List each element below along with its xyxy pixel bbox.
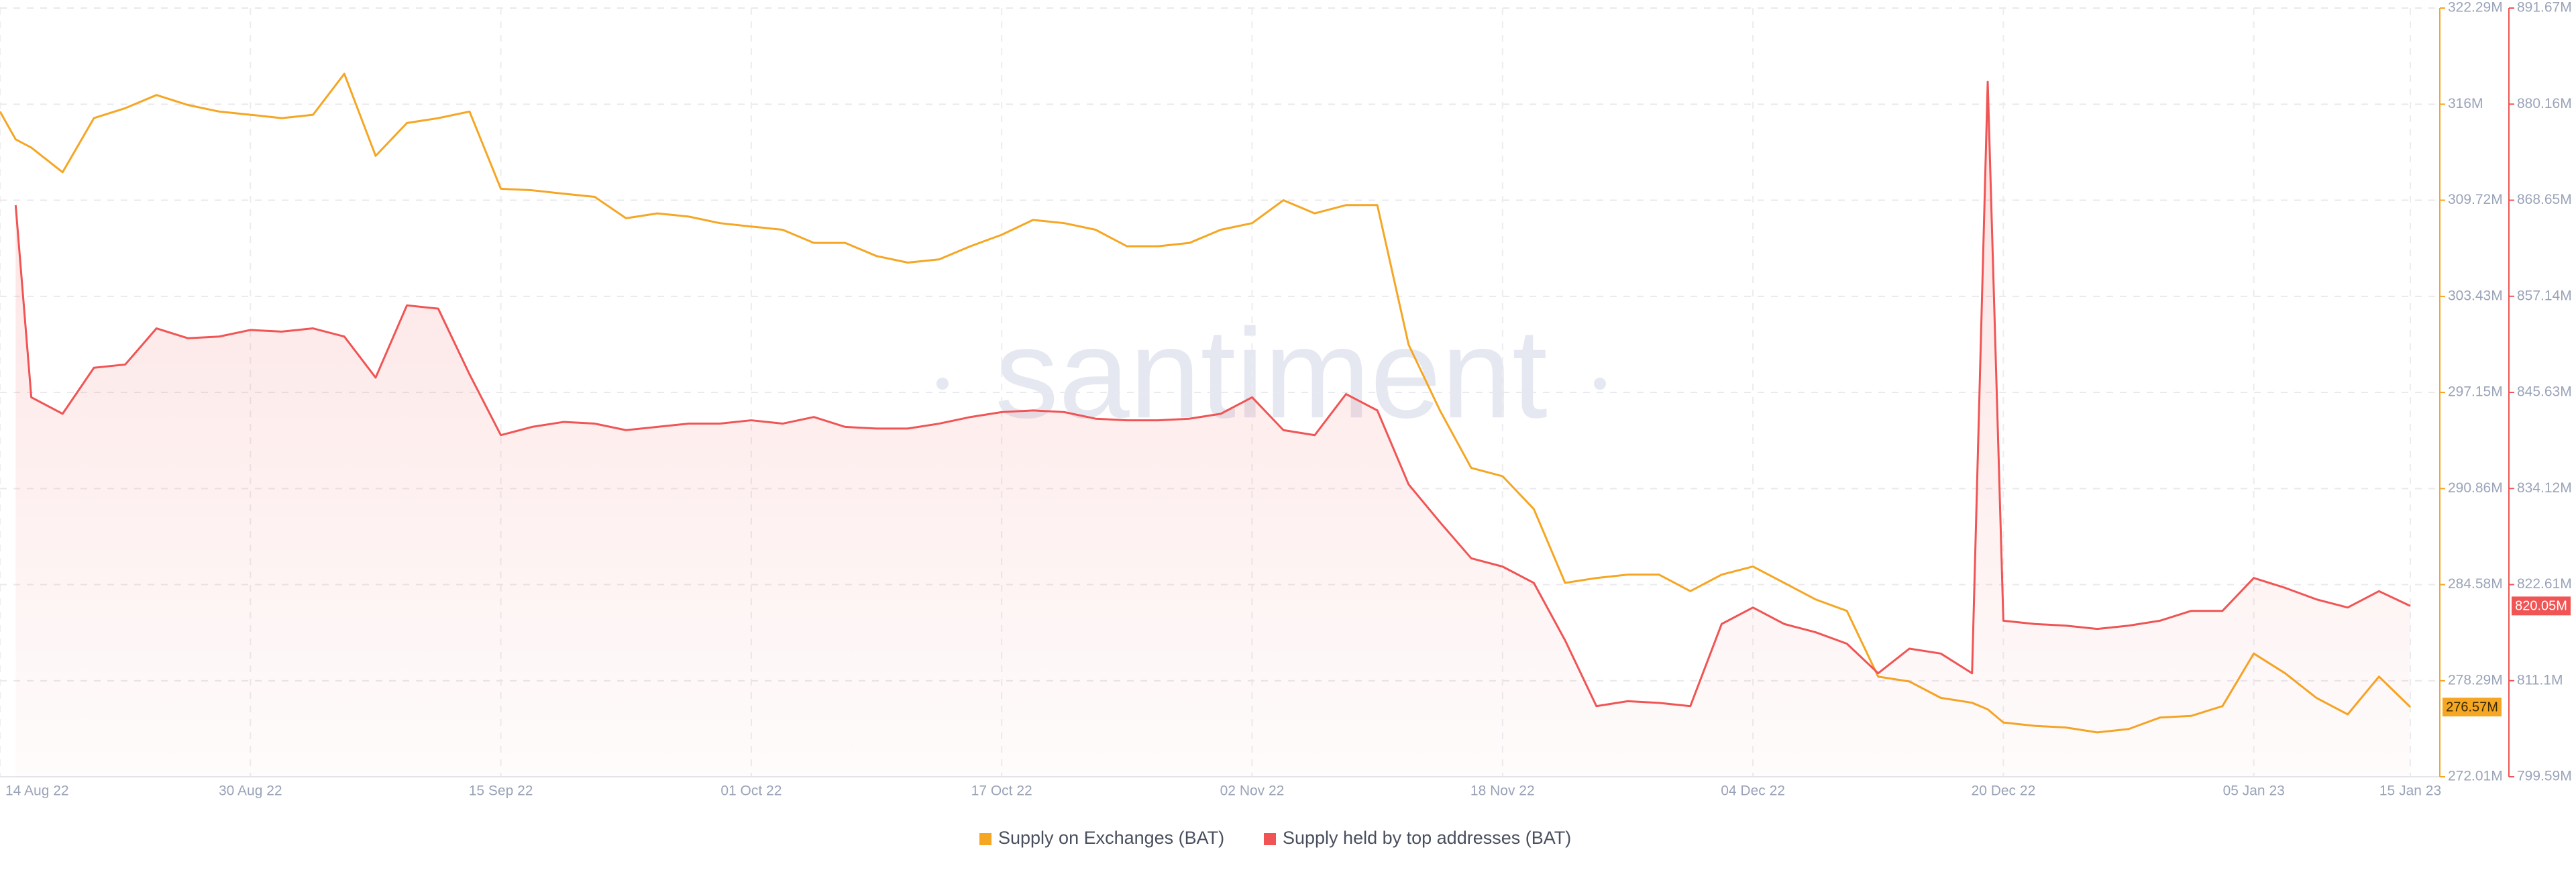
y2-tick-label: 891.67M <box>2517 0 2572 15</box>
x-tick-label: 15 Jan 23 <box>2379 783 2441 799</box>
y-tick-label: 309.72M <box>2448 192 2503 207</box>
y2-tick-label: 822.61M <box>2517 576 2572 592</box>
y-tick-label: 278.29M <box>2448 672 2503 688</box>
y2-tick-label: 799.59M <box>2517 769 2572 784</box>
x-tick-label: 20 Dec 22 <box>1972 783 2036 799</box>
x-tick-label: 15 Sep 22 <box>469 783 533 799</box>
y2-tick-label: 845.63M <box>2517 384 2572 400</box>
legend-label: Supply on Exchanges (BAT) <box>998 828 1224 848</box>
y-tick-label: 284.58M <box>2448 576 2503 592</box>
watermark-dot <box>1594 378 1606 390</box>
y2-tick-label: 880.16M <box>2517 96 2572 111</box>
x-tick-label: 04 Dec 22 <box>1721 783 1785 799</box>
value-label: 276.57M <box>2446 700 2498 714</box>
x-tick-label: 02 Nov 22 <box>1220 783 1285 799</box>
value-badge <box>2512 596 2571 616</box>
y-tick-label: 297.15M <box>2448 384 2503 400</box>
legend-swatch <box>979 833 991 845</box>
y-tick-label: 316M <box>2448 96 2483 111</box>
y-tick-label: 290.86M <box>2448 480 2503 496</box>
series-line <box>14 80 2411 708</box>
series-area <box>15 82 2411 777</box>
x-tick-label: 18 Nov 22 <box>1470 783 1535 799</box>
x-tick-label: 01 Oct 22 <box>720 783 782 799</box>
x-tick-label: 05 Jan 23 <box>2223 783 2285 799</box>
y-tick-label: 272.01M <box>2448 769 2503 784</box>
y-tick-label: 322.29M <box>2448 0 2503 15</box>
y2-tick-label: 868.65M <box>2517 192 2572 207</box>
value-badge <box>2443 698 2502 717</box>
legend-swatch <box>1264 833 1276 845</box>
x-tick-label: 30 Aug 22 <box>219 783 282 799</box>
legend-label: Supply held by top addresses (BAT) <box>1283 828 1571 848</box>
watermark-dot <box>936 378 949 390</box>
y2-tick-label: 811.1M <box>2517 672 2563 688</box>
y2-tick-label: 857.14M <box>2517 288 2572 303</box>
x-tick-label: 17 Oct 22 <box>971 783 1032 799</box>
x-tick-label: 14 Aug 22 <box>5 783 69 799</box>
y2-tick-label: 834.12M <box>2517 480 2572 496</box>
y-tick-label: 303.43M <box>2448 288 2503 303</box>
value-label: 820.05M <box>2515 599 2567 614</box>
